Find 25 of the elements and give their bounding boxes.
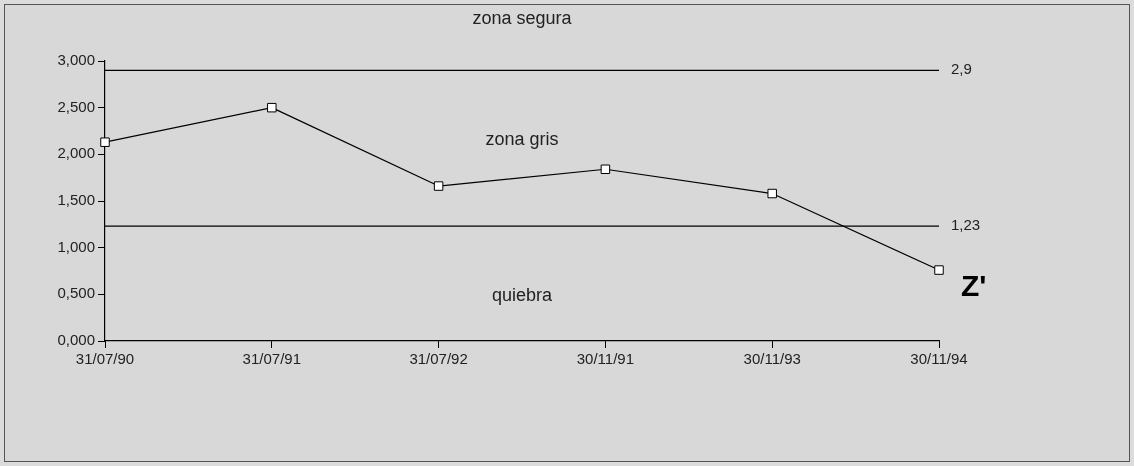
y-tick-label: 1,500 [57, 191, 95, 209]
y-tick-label: 0,000 [57, 331, 95, 349]
point [767, 188, 777, 199]
y-tick-label: 0,500 [57, 284, 95, 302]
y-tick-label: 3,000 [57, 51, 95, 69]
y-tick-label: 1,000 [57, 237, 95, 255]
x-tick-label: 30/11/94 [910, 350, 968, 368]
point [267, 102, 277, 113]
point [934, 265, 944, 275]
annotation: zona gris [485, 129, 559, 150]
ref-line-label: 1,23 [951, 216, 981, 234]
x-tick-label: 30/11/93 [743, 350, 801, 368]
x-tick-label: 30/11/91 [576, 350, 635, 368]
annotation: quiebra [491, 284, 554, 305]
point [600, 164, 611, 175]
series-label: Z' [961, 269, 987, 303]
point [100, 137, 110, 147]
point [433, 181, 444, 191]
text: zona segura [472, 7, 573, 28]
x-tick-label: 31/07/91 [242, 350, 301, 368]
y-tick-label: 2,000 [57, 144, 95, 162]
x-tick-label: 31/07/92 [409, 350, 468, 368]
y-tick-label: 2,500 [57, 97, 95, 115]
ref-line-label: 2,9 [951, 60, 972, 78]
x-tick-label: 31/07/90 [75, 350, 135, 368]
